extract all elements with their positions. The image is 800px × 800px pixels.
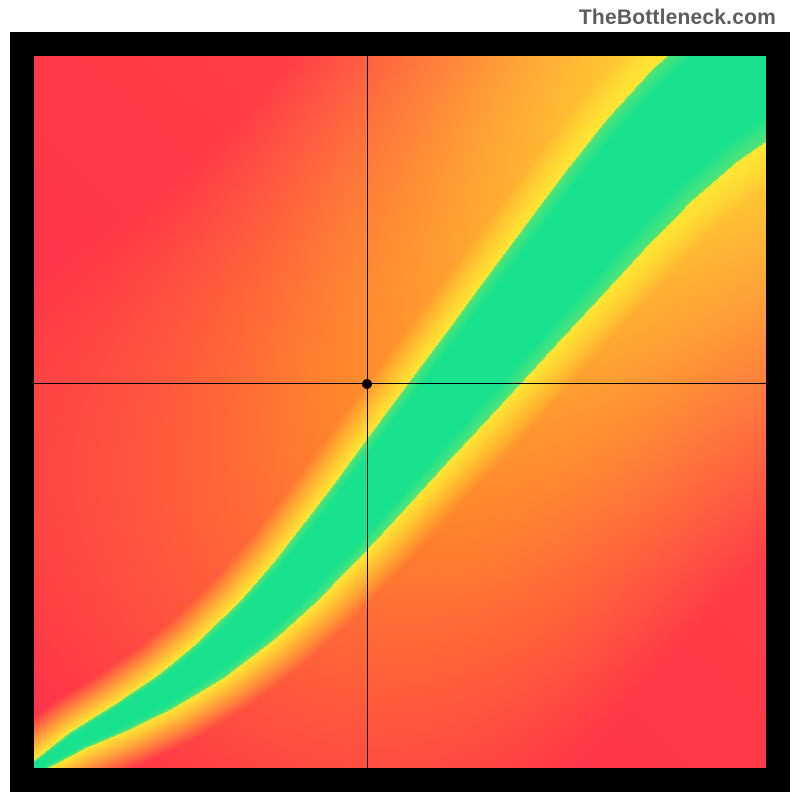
plot-inner: [34, 56, 766, 768]
root: TheBottleneck.com: [0, 0, 800, 800]
heatmap-canvas: [34, 56, 766, 768]
plot-outer-frame: [10, 32, 790, 792]
crosshair-marker: [362, 379, 372, 389]
crosshair-vertical: [367, 56, 368, 768]
watermark-text: TheBottleneck.com: [579, 6, 776, 30]
crosshair-horizontal: [34, 383, 766, 384]
